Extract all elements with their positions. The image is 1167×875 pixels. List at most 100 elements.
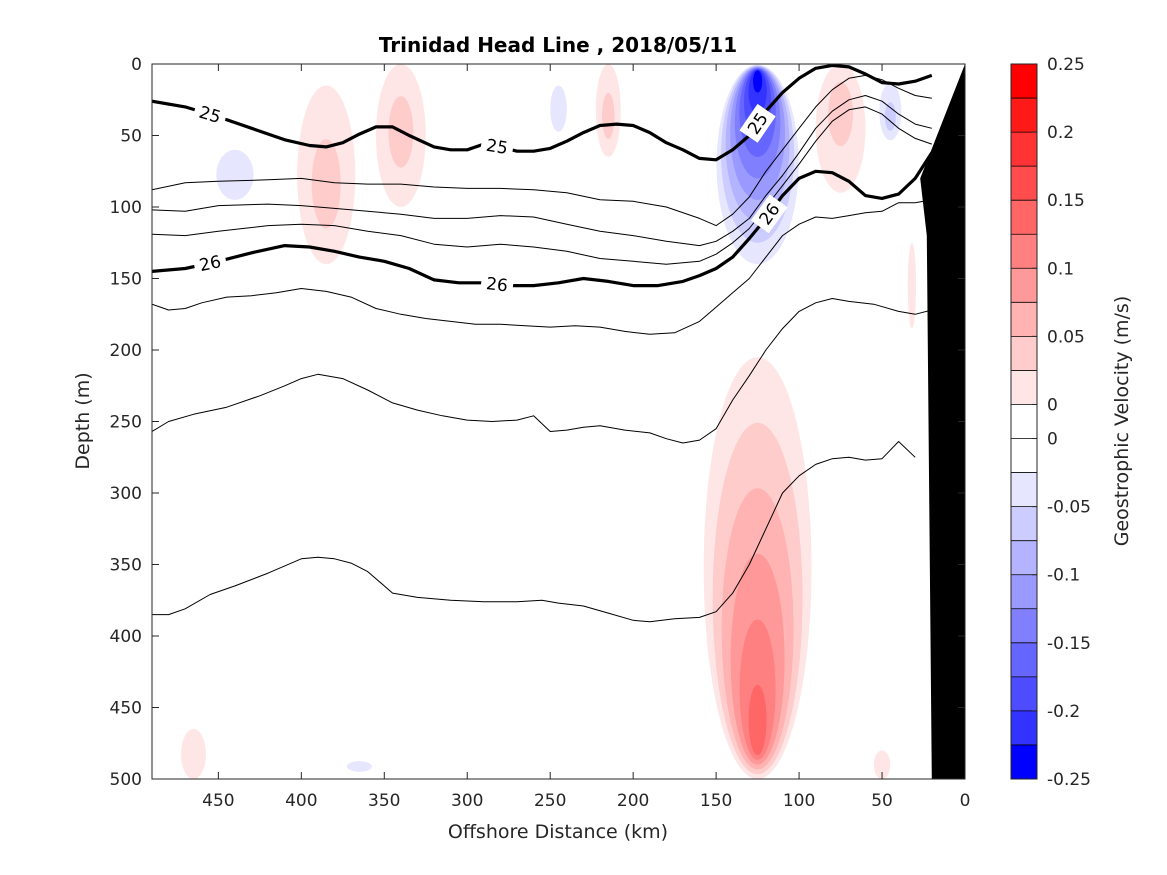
x-axis-label: Offshore Distance (km) (448, 821, 668, 843)
colorbar-swatch (1011, 98, 1037, 133)
y-tick-label: 450 (110, 699, 142, 719)
colorbar-tick-label: 0 (1047, 395, 1058, 415)
velocity-level-3 (884, 102, 896, 131)
contour-label-26-2: 26 (750, 194, 788, 234)
contour-label-26-0: 26 (192, 249, 229, 278)
x-tick-label: 100 (783, 791, 815, 811)
velocity-feature-positive-8 (595, 64, 621, 157)
contour-label-bg (739, 103, 776, 143)
chart-title: Trinidad Head Line , 2018/05/11 (379, 33, 737, 57)
velocity-level-2 (346, 761, 372, 772)
colorbar-tick-label: 0 (1047, 430, 1058, 450)
density-contour-7 (152, 441, 916, 623)
contour-label-bg (191, 99, 229, 130)
colorbar-tick-label: -0.15 (1047, 634, 1091, 654)
velocity-level-2 (602, 92, 615, 140)
bathymetry-shelf (920, 64, 965, 779)
x-tick-label: 400 (285, 791, 317, 811)
y-axis: 0 50 100 150 200 250 300 350 400 450 500 (110, 55, 965, 790)
contour-label-25-1: 25 (479, 132, 515, 160)
colorbar-tick-label: 0.05 (1047, 327, 1085, 347)
colorbar-swatch (1011, 132, 1037, 167)
colorbar-swatch (1011, 200, 1037, 235)
colorbar-swatch (1011, 472, 1037, 508)
x-tick-label: 150 (700, 791, 732, 811)
velocity-level-10 (753, 70, 763, 93)
velocity-feature-positive-12 (907, 242, 917, 329)
y-tick-label: 250 (110, 413, 142, 433)
density-contour-layer (152, 64, 934, 623)
x-tick-label: 350 (368, 791, 400, 811)
velocity-level-1 (907, 242, 917, 329)
contour-label-bg (479, 132, 515, 160)
velocity-feature-negative-3 (873, 64, 907, 150)
y-tick-label: 400 (110, 627, 142, 647)
bathymetry-layer (920, 64, 965, 779)
velocity-feature-negative-4 (334, 757, 385, 779)
density-contour-2 (152, 74, 932, 227)
colorbar-swatch (1011, 642, 1037, 678)
velocity-feature-negative-2 (541, 64, 576, 157)
colorbar-swatch (1011, 404, 1037, 440)
velocity-feature-negative-0 (711, 64, 804, 286)
colorbar-tick-label: 0.1 (1047, 259, 1074, 279)
velocity-level-1 (181, 728, 206, 779)
contour-label-text: 26 (485, 274, 509, 296)
density-contour-26 (152, 151, 934, 288)
density-contour-25 (152, 64, 933, 162)
y-tick-label: 500 (110, 770, 142, 790)
x-tick-label: 0 (960, 791, 971, 811)
density-contour-4 (152, 106, 932, 265)
contour-label-25-0: 25 (191, 99, 229, 130)
colorbar-tick-label: -0.2 (1047, 702, 1080, 722)
colorbar-swatch (1011, 370, 1037, 405)
velocity-level-6 (748, 684, 767, 756)
velocity-level-2 (311, 139, 341, 229)
colorbar-tick-label: 0.15 (1047, 191, 1085, 211)
velocity-level-2 (828, 81, 854, 147)
colorbar: 0.25 0.2 0.15 0.1 0.05 0 0 -0.05 -0.1 -0.15 -0.2 -0… (1010, 55, 1091, 790)
colorbar-frame (1010, 63, 1038, 780)
velocity-feature-negative-1 (197, 128, 273, 229)
contour-label-text: 26 (198, 252, 223, 276)
velocity-feature-positive-5 (703, 357, 812, 779)
colorbar-swatch (1011, 166, 1037, 201)
colorbar-label: Geostrophic Velocity (m/s) (1111, 296, 1133, 546)
y-tick-label: 50 (120, 127, 142, 147)
contour-label-bg (750, 194, 788, 234)
contour-label-bg (192, 249, 229, 278)
contour-label-26-1: 26 (479, 271, 515, 298)
colorbar-swatch (1011, 268, 1037, 303)
velocity-feature-positive-7 (297, 85, 356, 265)
colorbar-swatch (1011, 234, 1037, 269)
velocity-feature-positive-10 (181, 728, 206, 779)
velocity-feature-positive-11 (873, 750, 891, 779)
x-tick-label: 450 (202, 791, 234, 811)
x-tick-label: 50 (871, 791, 893, 811)
x-tick-label: 250 (534, 791, 566, 811)
colorbar-swatch (1011, 540, 1037, 576)
colorbar-tick-label: 0.25 (1047, 55, 1085, 75)
colorbar-swatch (1011, 64, 1037, 99)
colorbar-swatch (1011, 438, 1037, 474)
velocity-fill-layer (181, 64, 917, 779)
colorbar-swatch (1011, 676, 1037, 712)
velocity-level-2 (216, 149, 254, 200)
x-tick-label: 200 (617, 791, 649, 811)
y-tick-label: 0 (131, 55, 142, 75)
density-contour-3 (152, 95, 932, 247)
y-tick-label: 150 (110, 270, 142, 290)
y-tick-label: 200 (110, 341, 142, 361)
velocity-feature-positive-9 (815, 64, 866, 193)
colorbar-tick-label: -0.1 (1047, 566, 1080, 586)
y-tick-label: 350 (110, 556, 142, 576)
colorbar-swatch (1011, 744, 1037, 780)
colorbar-swatch (1011, 574, 1037, 610)
velocity-level-2 (550, 85, 567, 132)
y-axis-label: Depth (m) (72, 372, 94, 469)
contour-label-text: 25 (485, 136, 510, 159)
density-contour-5 (152, 199, 932, 335)
x-tick-label: 300 (451, 791, 483, 811)
